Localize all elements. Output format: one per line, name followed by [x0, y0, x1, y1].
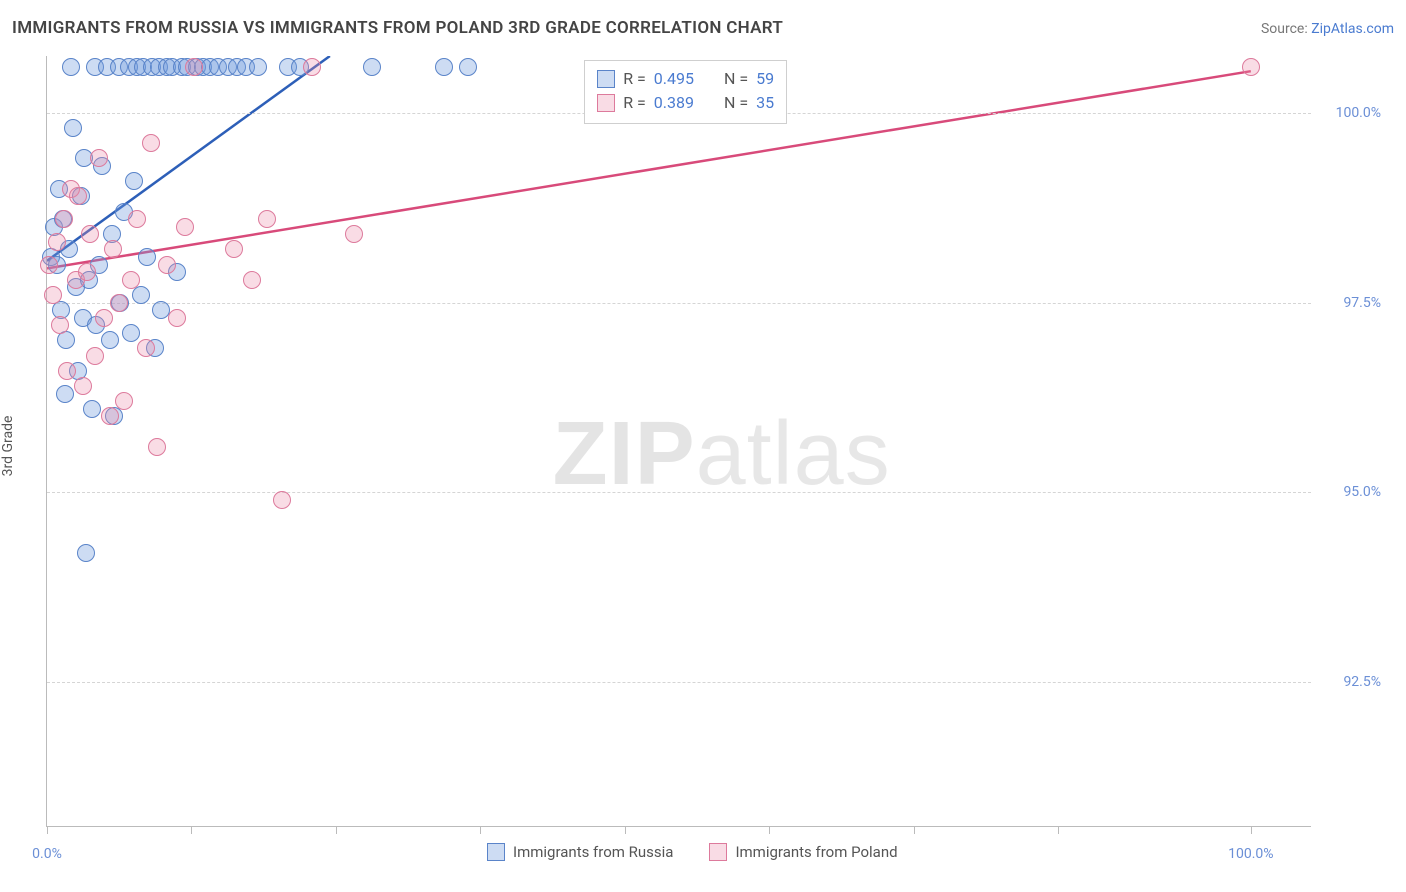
data-point-russia [122, 324, 140, 342]
data-point-poland [303, 58, 321, 76]
data-point-russia [77, 544, 95, 562]
legend-n-value: 35 [756, 91, 774, 115]
data-point-poland [225, 240, 243, 258]
data-point-poland [110, 294, 128, 312]
x-tick [191, 826, 192, 834]
data-point-poland [55, 210, 73, 228]
data-point-russia [125, 172, 143, 190]
data-point-russia [363, 58, 381, 76]
gridline [47, 492, 1311, 493]
legend-swatch [597, 94, 615, 112]
data-point-russia [138, 248, 156, 266]
gridline [47, 303, 1311, 304]
data-point-poland [122, 271, 140, 289]
data-point-poland [148, 438, 166, 456]
data-point-russia [101, 331, 119, 349]
data-point-russia [56, 385, 74, 403]
data-point-poland [48, 233, 66, 251]
data-point-poland [1242, 58, 1260, 76]
source-prefix: Source: [1261, 21, 1311, 37]
legend-n-value: 59 [756, 67, 774, 91]
data-point-poland [176, 218, 194, 236]
data-point-poland [44, 286, 62, 304]
x-tick [1251, 826, 1252, 834]
y-tick-label: 97.5% [1321, 295, 1381, 311]
data-point-poland [51, 316, 69, 334]
data-point-poland [137, 339, 155, 357]
trend-lines-layer [47, 56, 1311, 826]
x-tick-label: 100.0% [1228, 846, 1273, 862]
data-point-poland [40, 256, 58, 274]
data-point-poland [95, 309, 113, 327]
data-point-russia [62, 58, 80, 76]
legend-r-label: R = [623, 91, 646, 115]
y-tick-label: 92.5% [1321, 674, 1381, 690]
series-legend-item-poland: Immigrants from Poland [709, 840, 897, 864]
data-point-russia [83, 400, 101, 418]
data-point-poland [258, 210, 276, 228]
plot-area: ZIPatlas 92.5%95.0%97.5%100.0%0.0%100.0%… [46, 56, 1311, 827]
legend-n-label: N = [724, 67, 748, 91]
data-point-poland [74, 377, 92, 395]
gridline [47, 682, 1311, 683]
data-point-poland [243, 271, 261, 289]
data-point-poland [86, 347, 104, 365]
x-tick [47, 826, 48, 834]
series-legend: Immigrants from Russia Immigrants from Po… [487, 840, 898, 864]
x-tick [336, 826, 337, 834]
watermark-bold: ZIP [553, 404, 696, 504]
watermark: ZIPatlas [553, 403, 891, 506]
legend-r-value: 0.495 [654, 67, 694, 91]
watermark-thin: atlas [696, 404, 891, 504]
x-tick [914, 826, 915, 834]
x-tick [625, 826, 626, 834]
source-label: Source: ZipAtlas.com [1261, 21, 1394, 37]
legend-n-label: N = [724, 91, 748, 115]
source-link[interactable]: ZipAtlas.com [1311, 21, 1394, 37]
chart-title: IMMIGRANTS FROM RUSSIA VS IMMIGRANTS FRO… [12, 18, 783, 38]
series-legend-label: Immigrants from Russia [513, 840, 673, 864]
series-legend-item-russia: Immigrants from Russia [487, 840, 673, 864]
data-point-poland [81, 225, 99, 243]
data-point-russia [435, 58, 453, 76]
legend-r-value: 0.389 [654, 91, 694, 115]
data-point-poland [90, 149, 108, 167]
data-point-poland [69, 187, 87, 205]
x-tick-label: 0.0% [32, 846, 62, 862]
data-point-poland [142, 134, 160, 152]
data-point-poland [115, 392, 133, 410]
data-point-poland [185, 58, 203, 76]
data-point-poland [78, 263, 96, 281]
x-tick [1058, 826, 1059, 834]
data-point-russia [64, 119, 82, 137]
legend-r-label: R = [623, 67, 646, 91]
data-point-russia [249, 58, 267, 76]
data-point-poland [101, 407, 119, 425]
data-point-poland [58, 362, 76, 380]
stats-legend-row-russia: R = 0.495 N = 59 [597, 67, 774, 91]
x-tick [480, 826, 481, 834]
y-tick-label: 95.0% [1321, 484, 1381, 500]
legend-swatch [487, 843, 505, 861]
legend-swatch [709, 843, 727, 861]
x-tick [769, 826, 770, 834]
data-point-poland [273, 491, 291, 509]
data-point-poland [104, 240, 122, 258]
data-point-poland [158, 256, 176, 274]
series-legend-label: Immigrants from Poland [735, 840, 897, 864]
data-point-poland [128, 210, 146, 228]
data-point-poland [345, 225, 363, 243]
stats-legend-row-poland: R = 0.389 N = 35 [597, 91, 774, 115]
data-point-russia [459, 58, 477, 76]
y-axis-label: 3rd Grade [0, 416, 16, 477]
y-tick-label: 100.0% [1321, 105, 1381, 121]
stats-legend: R = 0.495 N = 59 R = 0.389 N = 35 [584, 60, 787, 124]
data-point-russia [132, 286, 150, 304]
legend-swatch [597, 70, 615, 88]
data-point-poland [168, 309, 186, 327]
